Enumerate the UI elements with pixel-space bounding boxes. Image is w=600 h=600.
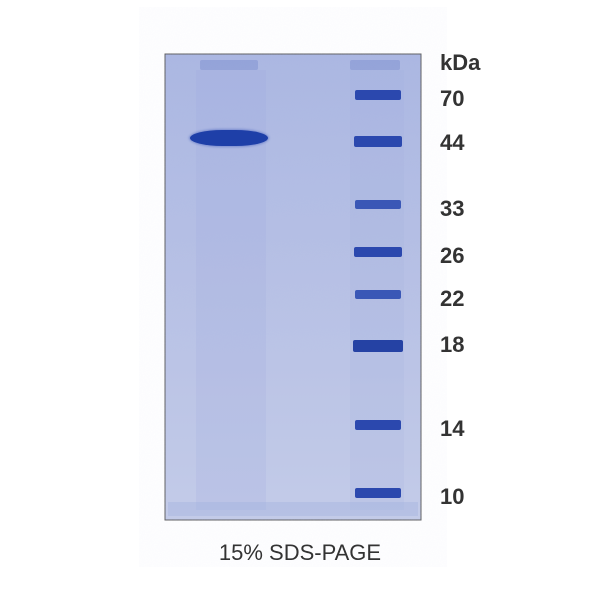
marker-label-26: 26 — [440, 243, 464, 269]
ladder-band-26 — [354, 247, 402, 257]
ladder-band-18 — [353, 340, 403, 352]
marker-label-10: 10 — [440, 484, 464, 510]
marker-label-14: 14 — [440, 416, 464, 442]
ladder-band-70 — [355, 90, 401, 100]
marker-label-22: 22 — [440, 286, 464, 312]
sample-band — [190, 130, 268, 146]
ladder-band-22 — [355, 290, 401, 299]
ladder-band-10 — [355, 488, 401, 498]
well-ladder — [350, 60, 400, 70]
marker-label-18: 18 — [440, 332, 464, 358]
marker-label-33: 33 — [440, 196, 464, 222]
unit-label: kDa — [440, 50, 480, 76]
figure-caption: 15% SDS-PAGE — [0, 540, 600, 566]
ladder-band-14 — [355, 420, 401, 430]
gel-membrane — [0, 0, 600, 600]
figure-canvas: { "figure": { "type": "gel-image", "capt… — [0, 0, 600, 600]
ladder-band-33 — [355, 200, 401, 209]
marker-label-70: 70 — [440, 86, 464, 112]
marker-label-44: 44 — [440, 130, 464, 156]
well-sample — [200, 60, 258, 70]
ladder-band-44 — [354, 136, 402, 147]
